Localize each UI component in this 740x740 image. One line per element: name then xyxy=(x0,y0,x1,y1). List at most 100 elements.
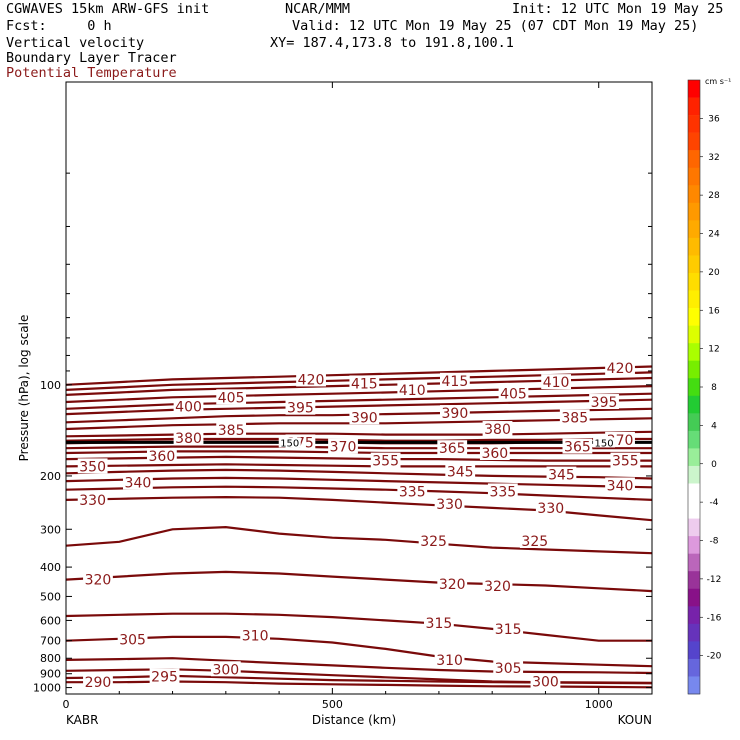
contour-line-325 xyxy=(65,525,653,555)
contour-label-350: 350 xyxy=(79,459,106,475)
contour-label-345-2-bg xyxy=(546,466,577,482)
y-tick-label-100: 100 xyxy=(40,379,61,392)
contour-label-415-2-bg xyxy=(439,372,470,388)
contour-label-365-2: 365 xyxy=(564,440,591,456)
contour-label-355-bg xyxy=(370,452,401,468)
contour-label-405-bg xyxy=(216,389,247,405)
contour-label-405-2-bg xyxy=(498,385,529,401)
field-boundary-layer-tracer: Boundary Layer Tracer xyxy=(6,50,177,66)
contour-label-300-2-bg xyxy=(530,673,561,689)
model-title: CGWAVES 15km ARW-GFS init xyxy=(6,1,210,17)
colorbar: 36 32 28 24 20 16 12 8 4 0 -4 -8 -12 -16 -20 xyxy=(687,79,722,695)
field-potential-temperature: Potential Temperature xyxy=(6,65,177,81)
contour-label-380-2: 380 xyxy=(484,422,511,438)
colorbar-segment xyxy=(688,255,700,274)
contour-label-330-bg xyxy=(77,491,108,507)
colorbar-units: cm s⁻¹ xyxy=(705,77,731,86)
field-vertical-velocity: Vertical velocity xyxy=(6,35,145,51)
contour-label-415-bg xyxy=(349,375,380,391)
y-tick-label-700: 700 xyxy=(40,635,61,648)
colorbar-segment xyxy=(688,465,700,484)
thick-line-label-1: 150 xyxy=(280,438,299,449)
y-tick-label-500: 500 xyxy=(40,590,61,603)
colorbar-segment xyxy=(688,501,700,519)
colorbar-label--16: -16 xyxy=(707,613,722,623)
contour-label-355-2: 355 xyxy=(612,454,639,470)
contour-label-420-2-bg xyxy=(605,359,635,375)
contour-label-355: 355 xyxy=(372,454,399,470)
colorbar-label-24: 24 xyxy=(708,230,720,240)
contour-label-330: 330 xyxy=(79,493,106,509)
contour-label-295: 295 xyxy=(151,669,178,685)
contour-label-400: 400 xyxy=(175,400,202,416)
colorbar-segment xyxy=(688,413,700,432)
contour-label-385-bg xyxy=(216,421,247,437)
contour-label-330-3: 330 xyxy=(537,501,564,517)
contour-label-325-bg xyxy=(418,532,449,548)
contour-label-345: 345 xyxy=(447,464,474,480)
x-tick-label-0: 0 xyxy=(63,698,70,711)
colorbar-segment xyxy=(688,237,700,256)
colorbar-segment xyxy=(688,518,700,537)
y-tick-label-900: 900 xyxy=(40,668,61,681)
colorbar-segment xyxy=(688,150,700,169)
contour-label-325-2-bg xyxy=(519,532,550,548)
colorbar-segment xyxy=(688,343,700,361)
contour-label-325-2: 325 xyxy=(521,534,548,550)
colorbar-segment xyxy=(688,185,700,204)
contour-label-305: 305 xyxy=(119,633,146,649)
colorbar-segment xyxy=(688,571,700,590)
contour-label-340-2-bg xyxy=(605,477,635,493)
colorbar-label-28: 28 xyxy=(708,191,720,201)
contour-label-320-2: 320 xyxy=(439,577,466,593)
contour-line-420 xyxy=(65,365,653,386)
contour-label-300-2: 300 xyxy=(532,675,559,691)
contour-label-360-2-bg xyxy=(479,445,510,461)
colorbar-segment xyxy=(688,97,700,116)
colorbar-label--20: -20 xyxy=(707,652,722,662)
contour-label-290: 290 xyxy=(85,675,112,691)
y-tick-label-400: 400 xyxy=(40,561,61,574)
colorbar-label-36: 36 xyxy=(708,114,720,124)
colorbar-label-16: 16 xyxy=(708,306,720,316)
contour-label-380-bg xyxy=(173,430,204,446)
contour-label-320-3-bg xyxy=(482,578,513,594)
contour-label-335-2: 335 xyxy=(489,484,516,500)
colorbar-segment xyxy=(688,623,700,642)
y-axis-label: Pressure (hPa), log scale xyxy=(17,315,31,462)
contour-label-330-2: 330 xyxy=(436,497,463,513)
colorbar-label-20: 20 xyxy=(708,268,720,278)
plot-frame xyxy=(65,81,653,695)
contour-label-335: 335 xyxy=(399,484,426,500)
left-endpoint-label: KABR xyxy=(66,713,98,727)
y-tick-label-300: 300 xyxy=(40,523,61,536)
contour-label-340-2: 340 xyxy=(607,478,634,494)
init-time: Init: 12 UTC Mon 19 May 25 xyxy=(512,1,724,17)
contour-label-390: 390 xyxy=(351,410,378,426)
contour-label-395-bg xyxy=(285,399,316,415)
contour-label-305-bg xyxy=(117,631,148,647)
valid-time: Valid: 12 UTC Mon 19 May 25 (07 CDT Mon … xyxy=(292,18,699,34)
contour-label-335-2-bg xyxy=(487,483,518,499)
colorbar-segment xyxy=(688,202,700,221)
contour-label-345-bg xyxy=(445,463,476,479)
colorbar-label--12: -12 xyxy=(707,575,722,585)
contour-label-395-2: 395 xyxy=(591,395,618,411)
contour-label-390-2-bg xyxy=(439,405,470,421)
contour-label-395: 395 xyxy=(287,401,314,417)
contour-label-420-bg xyxy=(296,371,326,387)
organization-label: NCAR/MMM xyxy=(285,1,351,17)
contour-label-405-2: 405 xyxy=(500,387,527,403)
contour-line-305 xyxy=(65,657,653,675)
contour-label-360-2: 360 xyxy=(481,446,508,462)
contour-label-360: 360 xyxy=(149,449,176,465)
contour-label-320-2-bg xyxy=(437,576,468,592)
right-endpoint-label: KOUN xyxy=(618,713,652,727)
contour-label-370: 370 xyxy=(330,440,357,456)
colorbar-segment xyxy=(688,553,700,572)
contour-label-300: 300 xyxy=(212,662,239,678)
thick-line-label-bg-2 xyxy=(593,437,616,448)
contour-line-350 xyxy=(65,463,652,468)
